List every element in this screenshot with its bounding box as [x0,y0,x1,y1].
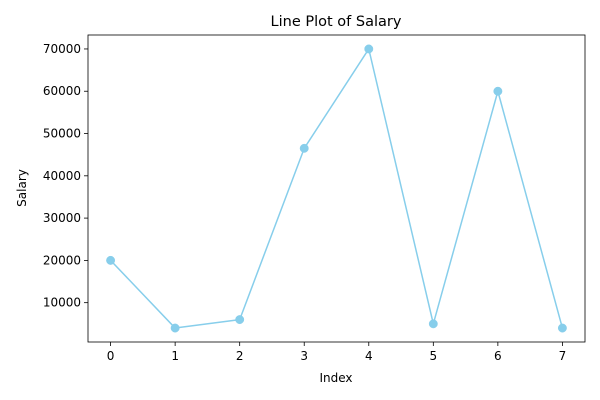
y-tick-label: 50000 [43,127,81,141]
y-tick-label: 20000 [43,253,81,267]
x-tick-label: 7 [559,349,567,363]
data-point [235,315,245,325]
x-tick-label: 1 [171,349,179,363]
x-tick-label: 0 [107,349,115,363]
x-tick-label: 6 [494,349,502,363]
data-point [299,143,309,153]
x-axis-label: Index [319,371,352,385]
x-tick-label: 4 [365,349,373,363]
axes-frame [87,34,586,343]
y-tick-label: 10000 [43,296,81,310]
data-point [106,255,116,265]
data-point [428,319,438,329]
y-axis-label: Salary [15,169,29,207]
y-tick-label: 60000 [43,84,81,98]
x-tick-label: 2 [236,349,244,363]
data-point [493,86,503,96]
y-tick-label: 70000 [43,42,81,56]
x-tick-label: 3 [300,349,308,363]
y-tick-label: 30000 [43,211,81,225]
data-point [557,323,567,333]
plot-area: 0 1 2 3 4 5 6 7 10000 20000 30000 40000 50000 60000 70… [43,34,586,363]
data-point [364,44,374,54]
series-line [110,48,564,329]
y-tick-label: 40000 [43,169,81,183]
chart-title: Line Plot of Salary [271,14,402,30]
x-tick-label: 5 [429,349,437,363]
data-point [170,323,180,333]
